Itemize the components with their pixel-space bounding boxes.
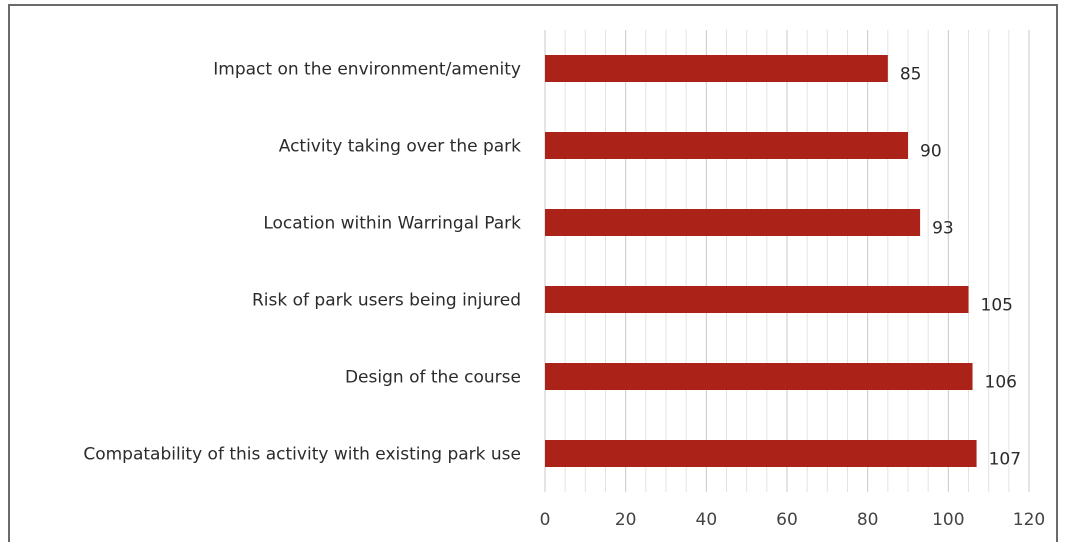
category-label: Compatability of this activity with exis… bbox=[83, 445, 521, 465]
x-tick-label: 40 bbox=[696, 510, 718, 530]
data-label: 105 bbox=[981, 296, 1013, 316]
bar bbox=[545, 55, 888, 82]
x-tick-label: 80 bbox=[857, 510, 879, 530]
bar bbox=[545, 286, 969, 313]
data-label: 93 bbox=[932, 219, 954, 239]
category-label: Activity taking over the park bbox=[279, 137, 521, 157]
value-labels: 85 90 93 105 106 107 bbox=[900, 65, 1021, 470]
bars bbox=[545, 55, 977, 467]
category-labels: Impact on the environment/amenity Activit… bbox=[83, 60, 521, 465]
data-label: 106 bbox=[985, 373, 1017, 393]
bar bbox=[545, 440, 977, 467]
x-axis-ticks: 0 20 40 60 80 100 120 bbox=[540, 510, 1046, 530]
x-tick-label: 100 bbox=[932, 510, 964, 530]
bar bbox=[545, 363, 973, 390]
x-tick-label: 20 bbox=[615, 510, 637, 530]
gridlines bbox=[544, 30, 1030, 492]
data-label: 107 bbox=[989, 450, 1021, 470]
x-tick-label: 120 bbox=[1013, 510, 1045, 530]
bar bbox=[545, 132, 908, 159]
data-label: 90 bbox=[920, 142, 942, 162]
x-tick-label: 0 bbox=[540, 510, 551, 530]
bar bbox=[545, 209, 921, 236]
category-label: Design of the course bbox=[345, 368, 521, 388]
data-label: 85 bbox=[900, 65, 922, 85]
category-label: Risk of park users being injured bbox=[252, 291, 521, 311]
category-label: Location within Warringal Park bbox=[263, 214, 521, 234]
x-tick-label: 60 bbox=[776, 510, 798, 530]
category-label: Impact on the environment/amenity bbox=[213, 60, 521, 80]
